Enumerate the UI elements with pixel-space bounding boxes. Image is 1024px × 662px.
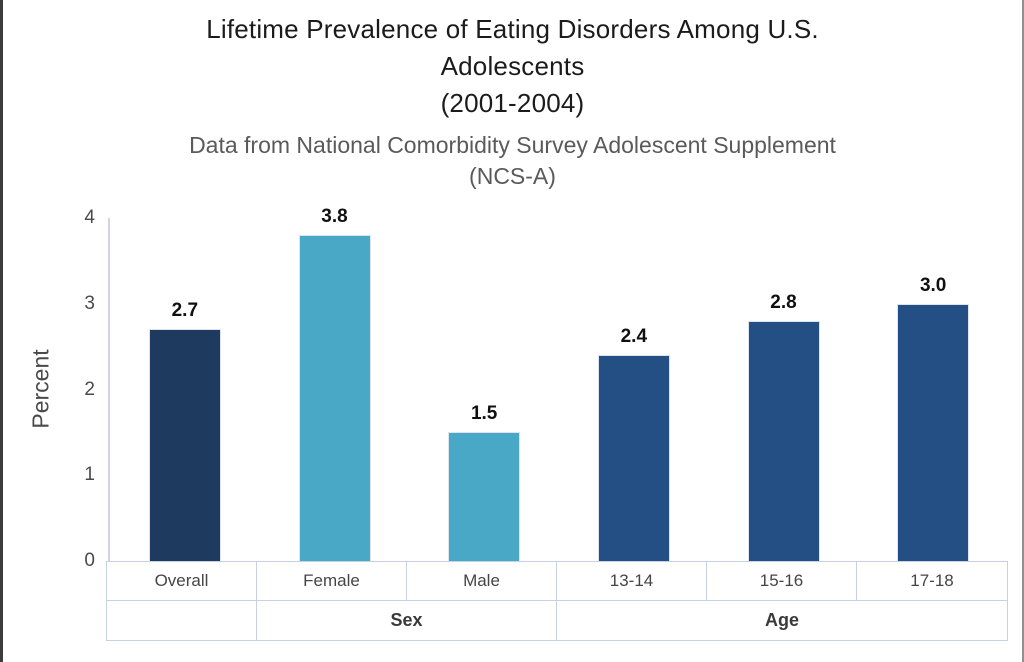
bar-value-label-13-14: 2.4	[620, 326, 648, 348]
group-cell-sex: Sex	[257, 601, 557, 640]
group-cell-blank	[107, 601, 257, 640]
bar-value-label-17-18: 3.0	[919, 274, 947, 296]
bar-15-16	[747, 320, 820, 561]
category-cell-17-18: 17-18	[857, 562, 1007, 601]
bar-value-label-overall: 2.7	[171, 300, 199, 322]
y-tick-4: 4	[84, 207, 95, 228]
chart-title: Lifetime Prevalence of Eating Disorders …	[206, 14, 819, 118]
y-tick-0: 0	[84, 550, 95, 571]
bar-value-label-male: 1.5	[470, 403, 498, 425]
bar-value-label-female: 3.8	[321, 206, 348, 228]
group-cell-age: Age	[764, 610, 799, 630]
x-axis-table: Overall Female Male 13-14 15-16 17-18 Sex Age	[106, 561, 1008, 641]
y-tick-1: 1	[84, 464, 95, 486]
bar-overall	[148, 329, 221, 561]
y-tick-2: 2	[84, 378, 95, 400]
category-cell-15-16: 15-16	[707, 562, 857, 601]
chart-subtitle: Data from National Comorbidity Survey Ad…	[189, 132, 836, 189]
plot-area: 2.7 3.8 1.5 2.4 2.8 3.0	[108, 206, 1006, 561]
bar-17-18	[897, 303, 970, 561]
bar-male	[448, 432, 521, 561]
category-cell-male: Male	[407, 562, 557, 601]
category-cell-overall: Overall	[107, 562, 257, 601]
category-cell-female: Female	[257, 562, 407, 601]
bar-value-label-15-16: 2.8	[770, 291, 797, 313]
category-cell-13-14: 13-14	[557, 562, 707, 601]
y-axis-ticks: 0 1 2 3 4	[59, 207, 95, 571]
bar-13-14	[597, 355, 670, 561]
bar-female	[298, 235, 371, 561]
y-tick-3: 3	[84, 292, 95, 314]
y-axis-label: Percent	[27, 349, 54, 429]
